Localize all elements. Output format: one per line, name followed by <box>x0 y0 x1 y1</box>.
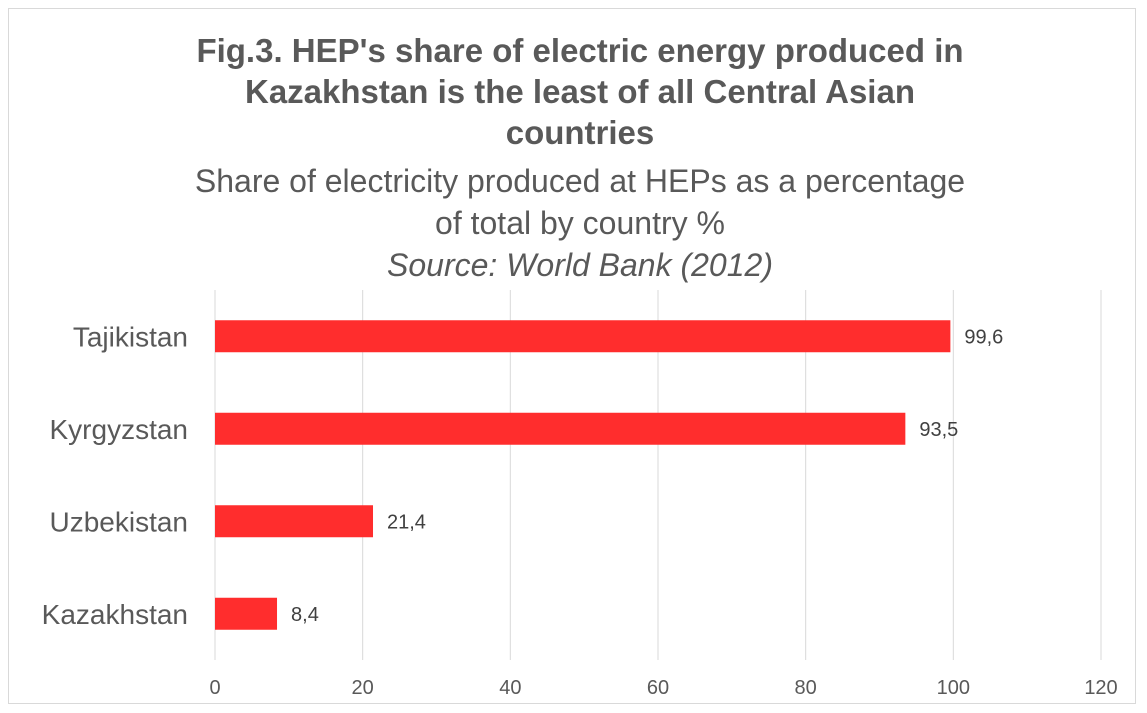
data-label: 8,4 <box>291 604 319 626</box>
chart-title-line: Kazakhstan is the least of all Central A… <box>245 73 915 110</box>
data-label: 99,6 <box>964 326 1003 348</box>
chart-title: Fig.3. HEP's share of electric energy pr… <box>100 30 1060 153</box>
chart-subtitle-line: of total by country % <box>435 205 725 241</box>
chart-title-line: countries <box>505 114 655 151</box>
x-tick-label: 80 <box>795 677 817 699</box>
bar <box>215 320 951 353</box>
bar <box>215 597 278 630</box>
x-tick-label: 120 <box>1084 677 1117 699</box>
category-label: Kyrgyzstan <box>50 414 189 445</box>
x-tick-label: 100 <box>937 677 970 699</box>
category-label: Tajikistan <box>73 321 188 352</box>
bar <box>215 505 374 538</box>
chart-source: Source: World Bank (2012) <box>387 247 773 283</box>
category-label: Uzbekistan <box>49 506 188 537</box>
chart-area <box>8 8 1136 704</box>
data-label: 93,5 <box>919 419 958 441</box>
x-tick-label: 20 <box>352 677 374 699</box>
x-tick-label: 0 <box>209 677 220 699</box>
x-tick-label: 60 <box>647 677 669 699</box>
chart-subtitle: Share of electricity produced at HEPs as… <box>130 160 1030 244</box>
bar <box>215 412 906 445</box>
data-label: 21,4 <box>387 511 426 533</box>
chart-subtitle-line: Share of electricity produced at HEPs as… <box>194 163 966 199</box>
category-label: Kazakhstan <box>42 599 188 630</box>
x-tick-label: 40 <box>499 677 521 699</box>
chart-title-line: Fig.3. HEP's share of electric energy pr… <box>196 32 964 69</box>
